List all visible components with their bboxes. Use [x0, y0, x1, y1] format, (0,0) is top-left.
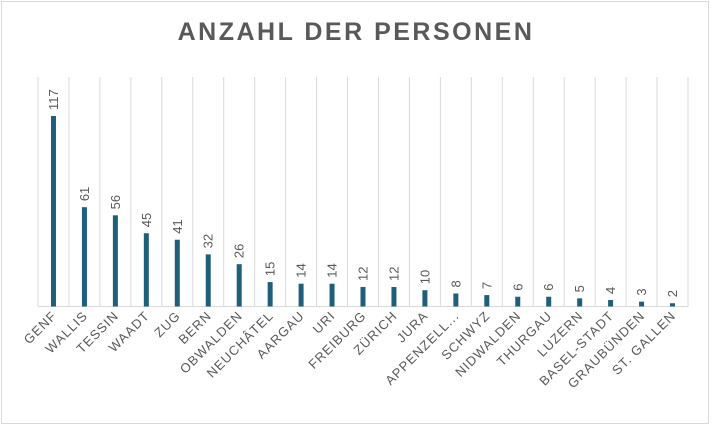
bar — [577, 298, 583, 307]
bar — [267, 282, 273, 307]
bar — [422, 290, 428, 307]
bar — [174, 239, 180, 307]
bar — [484, 295, 490, 307]
data-label: 6 — [510, 283, 525, 290]
chart-title: ANZAHL DER PERSONEN — [177, 18, 535, 46]
bar — [298, 283, 304, 307]
bar — [670, 303, 676, 307]
data-label: 12 — [356, 266, 371, 280]
data-label: 7 — [479, 282, 494, 289]
data-label: 56 — [108, 195, 123, 209]
data-label: 4 — [603, 287, 618, 294]
bar — [608, 299, 614, 307]
bar — [546, 296, 552, 307]
bar — [81, 207, 87, 307]
data-label: 8 — [448, 280, 463, 287]
data-label: 5 — [572, 285, 587, 292]
data-label: 26 — [232, 244, 247, 258]
data-label: 15 — [263, 262, 278, 276]
data-label: 2 — [665, 290, 680, 297]
data-label: 32 — [201, 234, 216, 248]
data-label: 14 — [325, 263, 340, 277]
data-label: 3 — [634, 288, 649, 295]
bar — [205, 254, 211, 307]
data-label: 12 — [386, 266, 401, 280]
data-label: 14 — [294, 263, 309, 277]
data-label: 6 — [541, 283, 556, 290]
data-label: 45 — [139, 213, 154, 227]
data-label: 10 — [417, 270, 432, 284]
data-label: 117 — [46, 89, 61, 110]
bar — [360, 286, 366, 307]
bar — [50, 116, 56, 307]
bar — [143, 233, 149, 307]
bar — [639, 301, 645, 307]
data-label: 41 — [170, 219, 185, 233]
bar — [453, 293, 459, 307]
bar — [112, 215, 118, 307]
bar — [236, 264, 242, 307]
data-label: 61 — [77, 187, 92, 201]
bar — [329, 283, 335, 307]
bar — [391, 286, 397, 307]
bar — [515, 296, 521, 307]
